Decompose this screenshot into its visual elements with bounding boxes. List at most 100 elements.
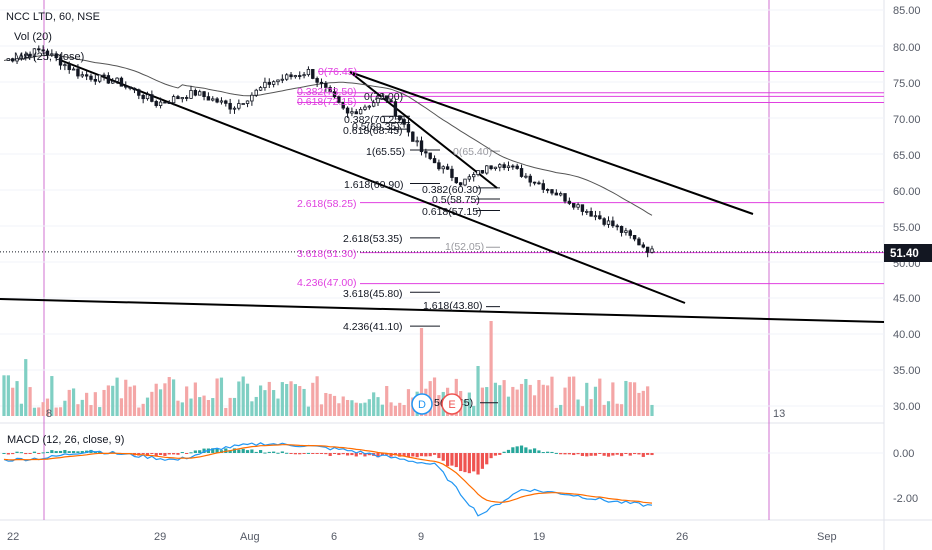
macd-histogram-bar bbox=[176, 453, 180, 455]
macd-histogram-bar bbox=[263, 452, 267, 454]
candle-body bbox=[389, 100, 393, 103]
price-tick: 45.00 bbox=[893, 293, 921, 305]
candle-body bbox=[511, 165, 515, 168]
volume-bar bbox=[354, 402, 358, 416]
volume-bar bbox=[193, 382, 197, 416]
macd-histogram-bar bbox=[193, 450, 197, 453]
candle-body bbox=[198, 91, 202, 96]
candle-body bbox=[228, 102, 232, 110]
volume-bar bbox=[89, 405, 93, 416]
candle-body bbox=[111, 80, 115, 84]
volume-bar bbox=[67, 389, 71, 416]
candle-body bbox=[298, 75, 302, 77]
candle-body bbox=[250, 94, 254, 102]
candle-body bbox=[458, 182, 463, 186]
volume-bar bbox=[619, 404, 624, 416]
macd-histogram-bar bbox=[376, 453, 380, 458]
candle-body bbox=[93, 78, 98, 82]
plot-area[interactable] bbox=[0, 0, 884, 520]
macd-histogram-bar bbox=[432, 453, 437, 455]
candle-body bbox=[393, 101, 398, 117]
time-axis[interactable]: 22 29 Aug 6 9 19 26 Sep bbox=[7, 531, 837, 543]
macd-histogram-bar bbox=[554, 452, 558, 454]
macd-histogram-bar bbox=[380, 453, 384, 456]
volume-bars bbox=[2, 321, 654, 416]
macd-histogram-bar bbox=[572, 453, 576, 456]
macd-histogram-bar bbox=[480, 453, 484, 469]
volume-bar bbox=[602, 404, 606, 416]
candle-body bbox=[137, 89, 141, 96]
candle-body bbox=[211, 98, 215, 101]
volume-bar bbox=[611, 382, 615, 416]
macd-histogram-bar bbox=[606, 453, 611, 457]
macd-histogram-bar bbox=[341, 453, 345, 455]
candle-body bbox=[319, 81, 324, 84]
macd-histogram-bar bbox=[163, 453, 167, 456]
volume-bar bbox=[276, 398, 280, 416]
macd-histogram-bar bbox=[450, 453, 454, 466]
volume-bar bbox=[132, 385, 137, 416]
time-tick: Sep bbox=[817, 531, 837, 543]
candle-body bbox=[628, 230, 632, 236]
volume-bar bbox=[489, 321, 493, 416]
volume-bar bbox=[585, 382, 589, 416]
volume-bar bbox=[263, 390, 267, 416]
volume-bar bbox=[515, 389, 519, 416]
macd-histogram-bar bbox=[615, 453, 619, 455]
candle-body bbox=[454, 177, 458, 184]
macd-histogram-bar bbox=[228, 450, 232, 453]
price-tick: 30.00 bbox=[893, 401, 921, 413]
fib-label: 0.618(68.45) bbox=[343, 125, 403, 137]
candle-body bbox=[489, 165, 493, 170]
candle-body bbox=[276, 79, 280, 83]
macd-histogram-bar bbox=[454, 453, 458, 468]
candle-body bbox=[54, 53, 58, 59]
macd-histogram-bar bbox=[580, 453, 585, 456]
session-marker-right: 13 bbox=[773, 408, 785, 420]
macd-histogram-bar bbox=[415, 453, 419, 458]
volume-bar bbox=[158, 389, 163, 416]
macd-histogram-bar bbox=[293, 453, 297, 455]
candle-body bbox=[337, 96, 341, 103]
candle-body bbox=[424, 151, 428, 154]
macd-axis[interactable]: 0.00 -2.00 bbox=[893, 448, 918, 505]
volume-bar bbox=[98, 407, 102, 416]
candle-body bbox=[498, 164, 502, 168]
macd-histogram-bar bbox=[54, 451, 58, 453]
volume-bar bbox=[37, 407, 41, 416]
candle-body bbox=[467, 176, 472, 180]
macd-histogram-bar bbox=[402, 453, 406, 457]
macd-histogram-bar bbox=[306, 452, 311, 454]
price-axis[interactable]: 85.00 80.00 75.00 70.00 65.00 60.00 55.0… bbox=[884, 5, 932, 413]
trend-lines[interactable] bbox=[0, 59, 885, 323]
macd-histogram-bar bbox=[406, 453, 411, 458]
volume-bar bbox=[28, 387, 32, 416]
candle-body bbox=[6, 58, 11, 61]
volume-bar bbox=[293, 384, 297, 416]
volume-bar bbox=[176, 400, 180, 416]
candle-body bbox=[380, 95, 385, 99]
macd-histogram-bar bbox=[198, 450, 202, 453]
macd-histogram-bar bbox=[624, 453, 628, 454]
earnings-badge[interactable]: E bbox=[441, 393, 463, 415]
volume-bar bbox=[393, 405, 398, 416]
volume-bar bbox=[337, 403, 341, 416]
candle-body bbox=[367, 105, 372, 108]
macd-histogram-bar bbox=[254, 451, 258, 453]
candle-body bbox=[602, 218, 606, 225]
candle-body bbox=[280, 78, 285, 81]
macd-histogram-bar bbox=[276, 452, 280, 454]
macd-histogram-bar bbox=[202, 448, 206, 453]
time-tick: 19 bbox=[533, 531, 545, 543]
macd-histogram-bar bbox=[280, 451, 284, 453]
macd-histogram-bar bbox=[498, 453, 502, 455]
macd-histogram-bar bbox=[541, 452, 545, 454]
dividend-badge[interactable]: D bbox=[411, 393, 433, 415]
macd-histogram-bar bbox=[441, 453, 445, 461]
macd-histogram-bar bbox=[19, 452, 23, 454]
candle-body bbox=[332, 91, 337, 98]
ma-line bbox=[3, 54, 653, 216]
macd-histogram-bar bbox=[319, 453, 324, 454]
candle-body bbox=[354, 111, 358, 115]
fib-label: 0.382(73.50) bbox=[297, 86, 357, 98]
